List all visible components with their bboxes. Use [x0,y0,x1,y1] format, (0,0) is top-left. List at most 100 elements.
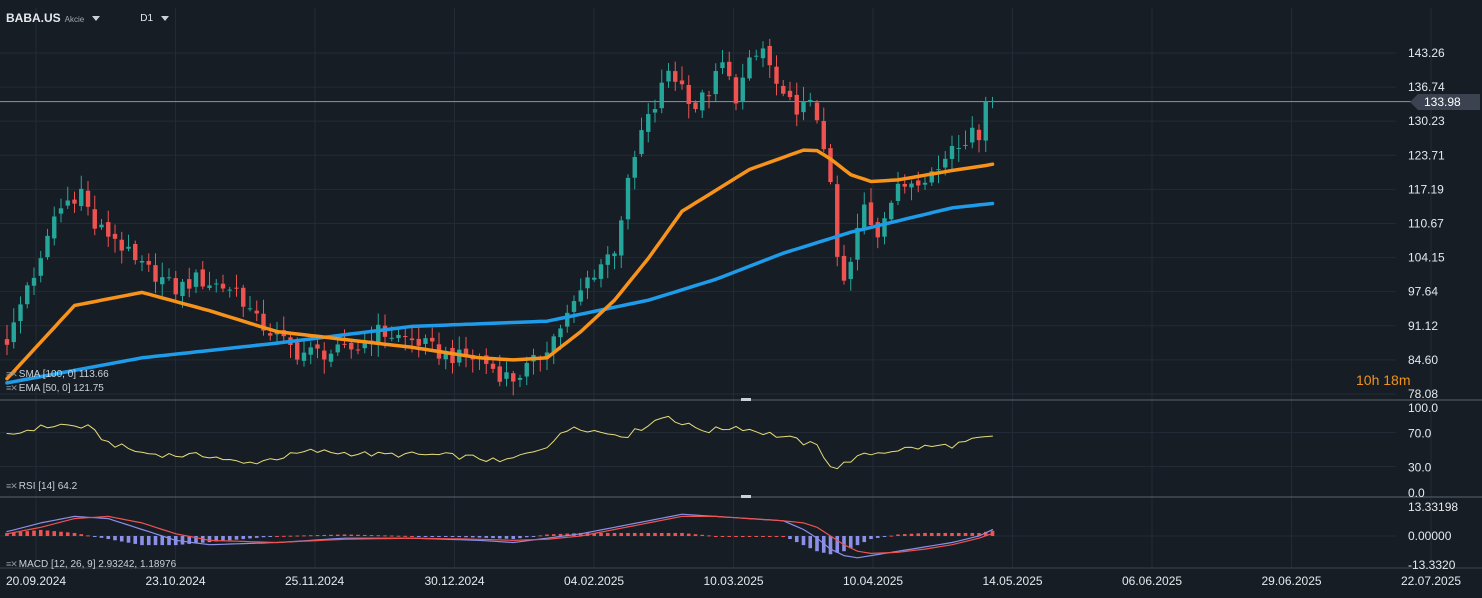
macd-histogram-bar [923,532,927,536]
macd-histogram-bar [248,536,252,539]
macd-histogram-bar [423,536,428,537]
candle-body [727,61,732,77]
macd-axis-label: 0.00000 [1408,529,1452,543]
macd-histogram-bar [781,536,786,537]
macd-histogram-bar [356,534,360,536]
macd-histogram-bar [983,531,988,536]
macd-histogram-bar [700,534,705,536]
macd-histogram-bar [889,535,894,537]
chevron-down-icon[interactable] [161,15,170,21]
macd-histogram-bar [403,535,408,537]
date-axis-label: 29.06.2025 [1262,574,1322,588]
list-remove-icon[interactable]: ≡✕ [6,369,18,379]
candle-body [895,183,901,201]
rsi-axis-label: 30.0 [1408,461,1432,475]
candle-body [160,277,165,285]
candle-body [693,102,698,110]
rsi-axis-label: 100.0 [1408,401,1438,415]
candle-body [929,171,934,183]
macd-line [6,513,994,559]
sma-legend-label: SMA [100, 0] 113.66 [18,369,109,380]
candle-body [254,310,259,314]
candle-body [787,90,793,98]
candle-body [85,190,91,207]
candle-body [139,260,145,263]
list-remove-icon[interactable]: ≡✕ [6,559,18,569]
macd-histogram-bar [450,536,455,537]
macd-histogram-bar [686,533,691,536]
macd-histogram-bar [551,534,556,536]
macd-histogram-bar [329,534,333,536]
candle-body [814,102,820,121]
price-axis-label: 104.15 [1408,251,1445,265]
candle-body [747,57,752,79]
candle-body [25,285,30,305]
macd-histogram-bar [970,532,975,536]
price-axis-label: 84.60 [1408,353,1438,367]
price-axis-label: 117.19 [1408,182,1444,196]
candle-body [335,344,340,353]
list-remove-icon[interactable]: ≡✕ [6,481,18,491]
candle-body [295,342,300,360]
candle-body [916,180,921,186]
rsi-legend[interactable]: ≡✕ RSI [14] 64.2 [6,481,77,492]
macd-histogram-bar [180,536,185,545]
candle-body [659,82,664,109]
macd-histogram-bar [673,532,678,536]
macd-legend[interactable]: ≡✕ MACD [12, 26, 9] 2.93242, 1.18976 [6,559,176,570]
macd-histogram-bar [302,535,306,537]
candle-body [733,77,739,104]
macd-histogram-bar [848,536,853,549]
candle-body [416,338,421,346]
macd-histogram-bar [963,532,968,536]
price-axis-label: 143.26 [1408,46,1445,60]
ema-legend[interactable]: ≡✕ EMA [50, 0] 121.75 [6,383,104,394]
macd-histogram-bar [659,532,664,536]
date-axis-label: 22.07.2025 [1401,574,1461,588]
candle-body [112,233,118,239]
macd-histogram-bar [32,530,36,536]
candle-body [79,188,84,207]
macd-histogram-bar [11,532,16,536]
candle-body [180,281,185,297]
symbol-name[interactable]: BABA.US [6,11,61,25]
candle-body [497,366,502,382]
candle-body [261,313,266,331]
candle-body [619,220,624,256]
candle-body [423,338,428,344]
list-remove-icon[interactable]: ≡✕ [6,383,18,393]
sma-legend[interactable]: ≡✕ SMA [100, 0] 113.66 [6,369,109,380]
rsi-line [6,415,993,470]
chevron-down-icon[interactable] [92,15,101,21]
macd-histogram-bar [632,532,637,536]
timeframe-selector[interactable]: D1 [140,12,154,24]
macd-histogram-bar [126,536,131,543]
macd-histogram-bar [693,534,698,536]
candle-body [193,272,199,287]
pane-resize-handle [741,398,751,401]
candle-body [666,70,671,82]
candle-body [463,348,469,358]
macd-histogram-bar [916,533,921,536]
macd-histogram-bar [437,536,441,537]
candle-body [11,322,16,343]
candle-body [403,336,408,338]
chart-toolbar: BABA.US Akcie D1 [6,8,170,28]
macd-histogram-bar [821,536,826,553]
candle-body [605,254,610,265]
macd-histogram-bar [241,536,246,540]
macd-histogram-bar [119,536,124,542]
candle-body [585,277,590,289]
price-axis-label: 123.71 [1408,148,1445,162]
macd-histogram-bar [160,536,165,546]
candle-body [227,289,232,291]
candle-body [571,301,577,312]
ema-legend-label: EMA [50, 0] 121.75 [18,383,104,394]
macd-histogram-bar [295,535,300,537]
candle-body [679,80,685,85]
macd-histogram-bar [794,536,799,543]
macd-histogram-bar [207,536,212,543]
macd-histogram-bar [909,533,914,536]
candle-body [376,324,381,345]
